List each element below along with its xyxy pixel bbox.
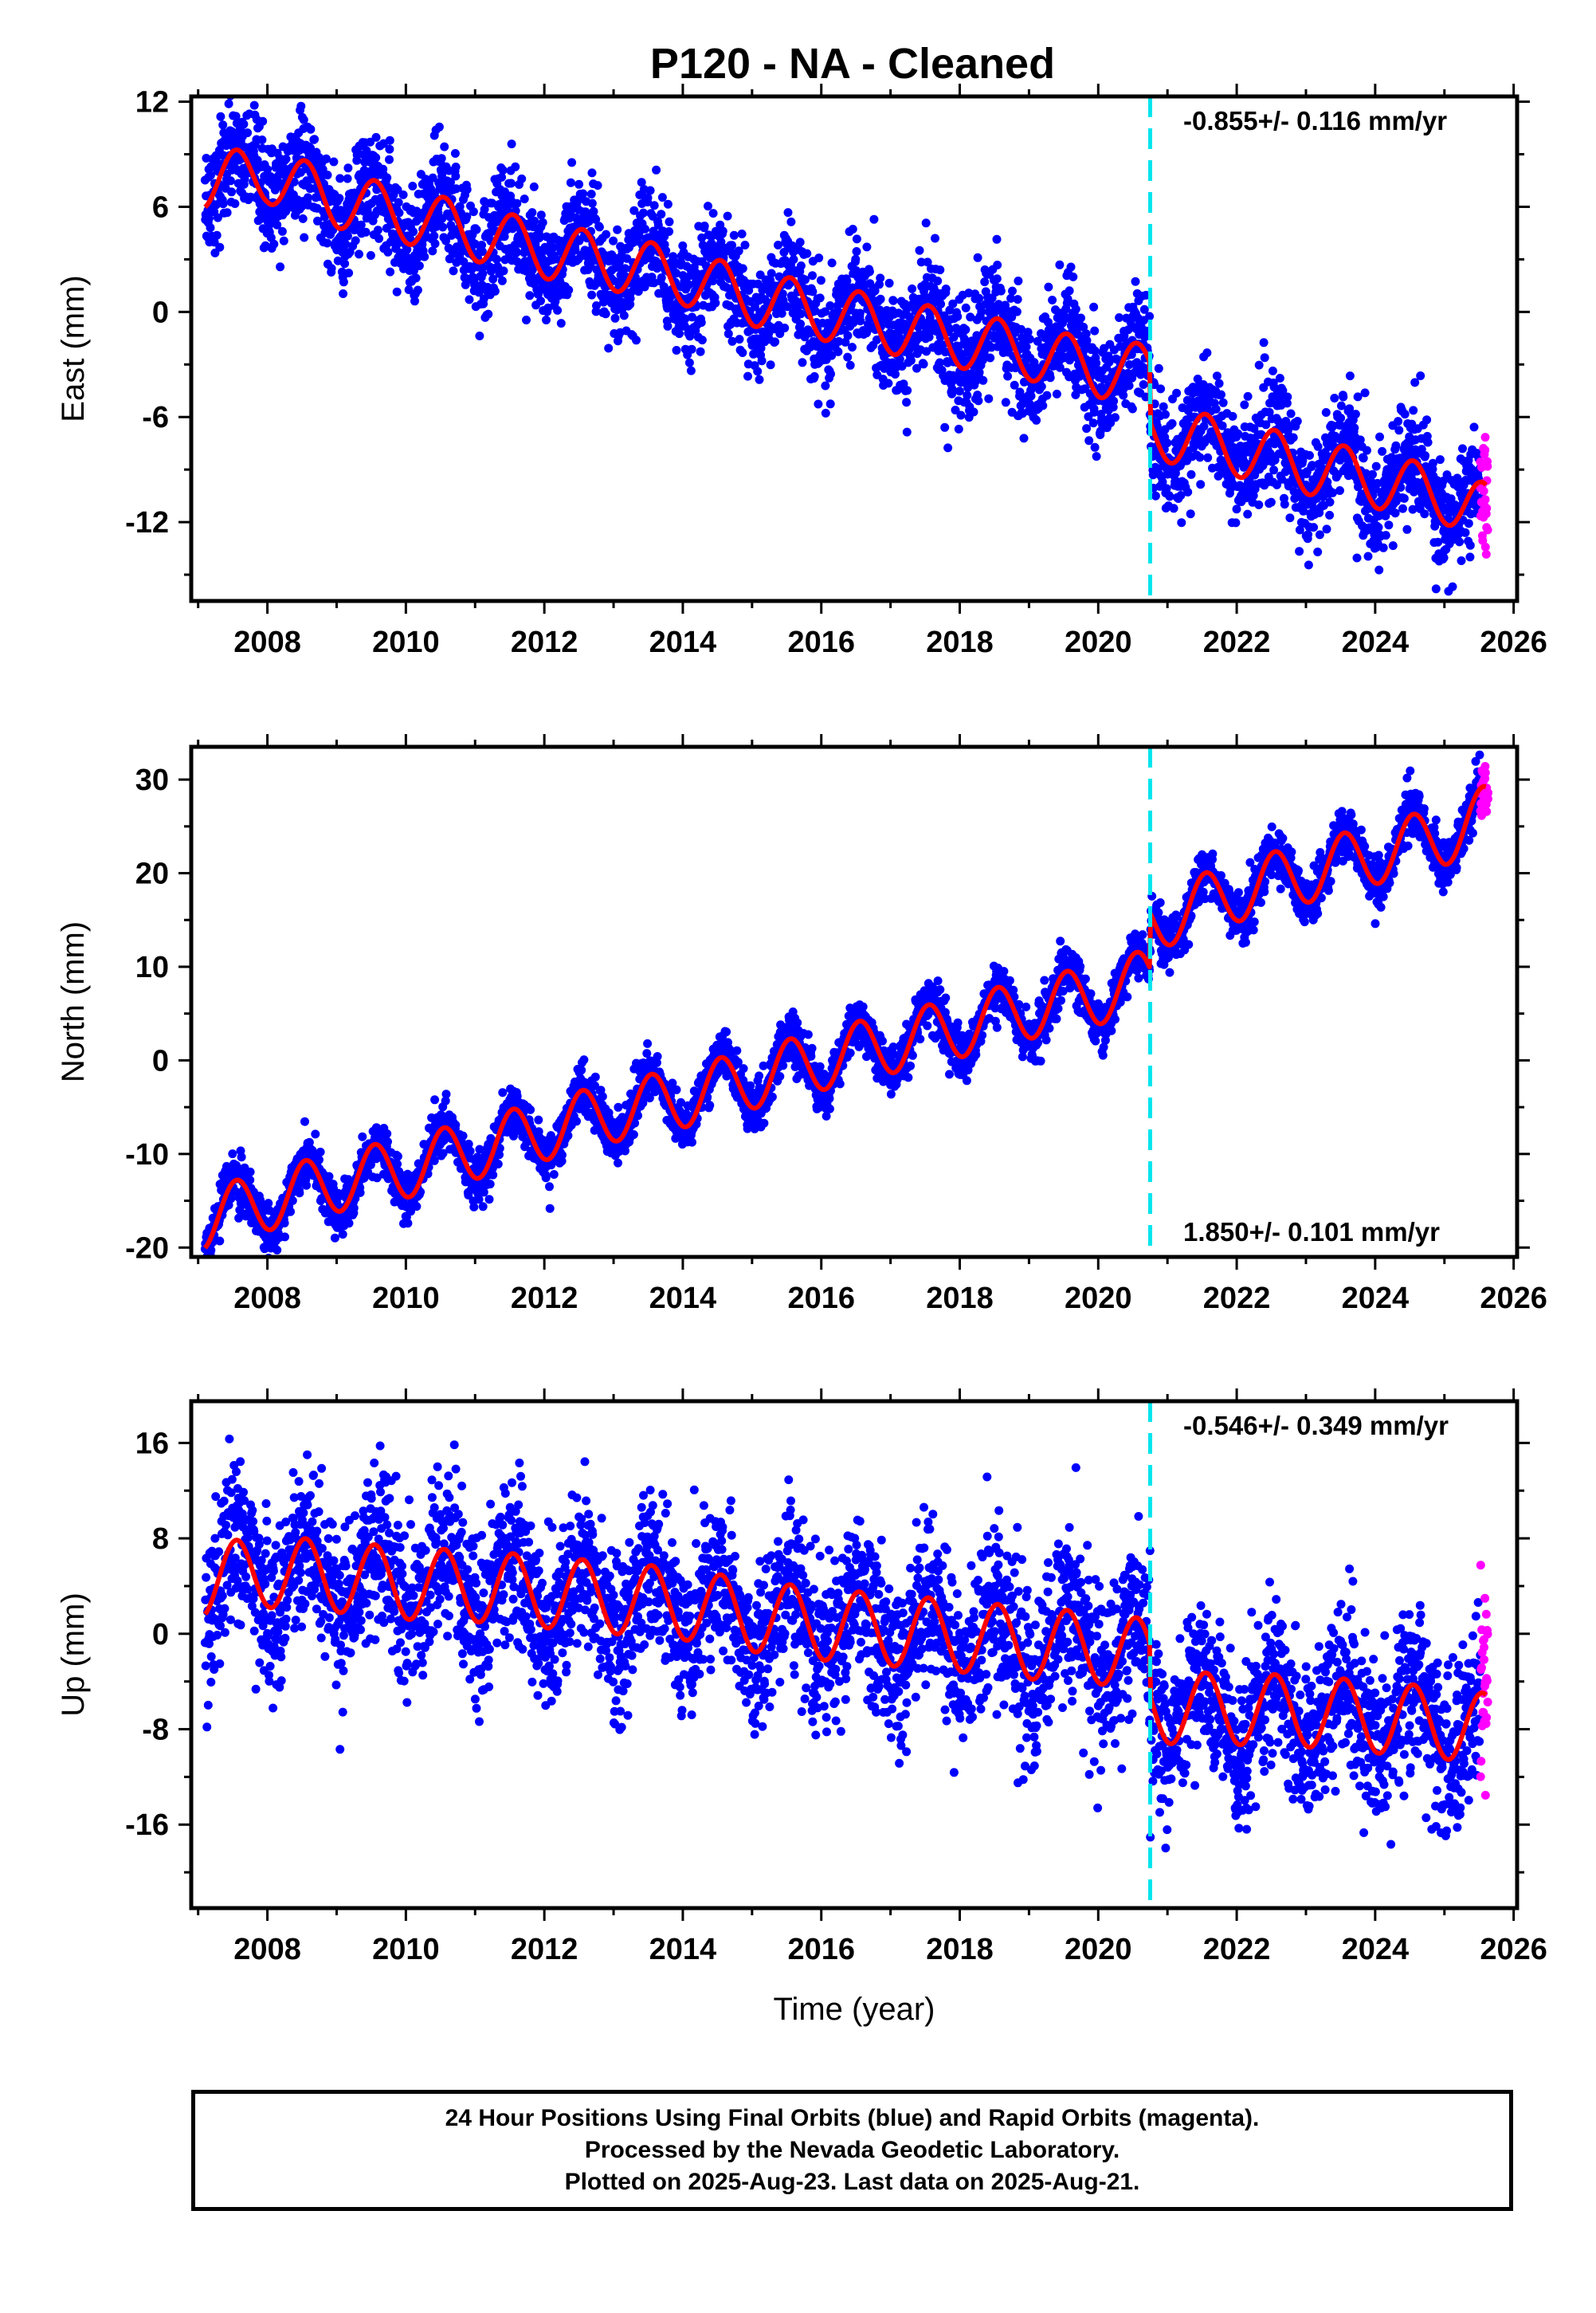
model-curve	[202, 1536, 1488, 1762]
y-tick-label: 30	[135, 764, 169, 797]
y-tick-label: 0	[152, 1044, 169, 1078]
y-axis-title: East (mm)	[56, 275, 91, 422]
plot-area	[200, 750, 1492, 1257]
plot-area	[200, 96, 1492, 596]
x-tick-label: 2020	[1065, 1933, 1132, 1966]
y-axis-title: North (mm)	[56, 921, 91, 1082]
x-tick-label: 2018	[926, 626, 994, 659]
y-tick-label: 8	[152, 1522, 169, 1556]
y-tick-label: -20	[125, 1231, 169, 1265]
y-tick-label: 0	[152, 1618, 169, 1651]
x-tick-label: 2018	[926, 1282, 994, 1315]
footer-line-1: 24 Hour Positions Using Final Orbits (bl…	[445, 2105, 1260, 2131]
up-panel: 2008 2010 2012 2014 2016 2018 2020 2022 2024 2026…	[56, 1388, 1547, 2027]
x-tick-label: 2016	[787, 1933, 855, 1966]
y-tick-label: 6	[152, 190, 169, 224]
plot-frame	[189, 1399, 1520, 1910]
east-panel: 2008 2010 2012 2014 2016 2018 2020 2022 2024 2026…	[56, 84, 1547, 659]
x-tick-label: 2016	[787, 1282, 855, 1315]
north-panel: 2008 2010 2012 2014 2016 2018 2020 2022 2024 2026…	[56, 734, 1547, 1315]
x-tick-label: 2018	[926, 1933, 994, 1966]
x-tick-label: 2010	[372, 1282, 440, 1315]
x-tick-label: 2026	[1480, 1282, 1547, 1315]
y-tick-label: -6	[142, 401, 169, 434]
y-axis-title: Up (mm)	[56, 1592, 91, 1717]
x-tick-label: 2014	[649, 1933, 717, 1966]
rate-label: 1.850+/- 0.101 mm/yr	[1183, 1217, 1440, 1247]
x-tick-label: 2026	[1480, 1933, 1547, 1966]
y-tick-label: 16	[135, 1427, 169, 1460]
footer-box: 24 Hour Positions Using Final Orbits (bl…	[191, 2090, 1513, 2211]
footer-line-2: Processed by the Nevada Geodetic Laborat…	[584, 2137, 1120, 2163]
x-tick-label: 2014	[649, 1282, 717, 1315]
rapid-orbit-points	[1476, 762, 1492, 820]
plot-frame	[189, 94, 1520, 603]
final-orbit-points	[200, 96, 1485, 596]
x-tick-label: 2008	[233, 1933, 301, 1966]
x-tick-label: 2016	[787, 626, 855, 659]
y-tick-label: 20	[135, 858, 169, 891]
model-curve	[202, 783, 1488, 1250]
x-tick-label: 2010	[372, 626, 440, 659]
x-tick-label: 2012	[511, 1933, 578, 1966]
x-tick-label: 2008	[233, 626, 301, 659]
rate-label: -0.855+/- 0.116 mm/yr	[1183, 106, 1447, 135]
final-orbit-points	[200, 1434, 1485, 1853]
x-tick-label: 2012	[511, 626, 578, 659]
model-curve	[203, 147, 1488, 528]
x-tick-label: 2026	[1480, 626, 1547, 659]
x-tick-label: 2024	[1342, 626, 1410, 659]
x-tick-label: 2014	[649, 626, 717, 659]
footer-line-3: Plotted on 2025-Aug-23. Last data on 202…	[564, 2169, 1140, 2195]
x-tick-label: 2020	[1065, 626, 1132, 659]
x-tick-label: 2020	[1065, 1282, 1132, 1315]
y-tick-label: 12	[135, 86, 169, 120]
x-tick-label: 2022	[1203, 1933, 1271, 1966]
plot-area	[200, 1434, 1492, 1853]
x-tick-label: 2010	[372, 1933, 440, 1966]
plot-frame	[189, 744, 1520, 1259]
y-tick-label: 0	[152, 296, 169, 329]
main-title: P120 - NA - Cleaned	[650, 40, 1055, 88]
x-tick-label: 2024	[1342, 1933, 1410, 1966]
x-tick-label: 2024	[1342, 1282, 1410, 1315]
y-tick-label: -16	[125, 1808, 169, 1842]
y-tick-label: 10	[135, 951, 169, 984]
x-tick-label: 2022	[1203, 626, 1271, 659]
x-tick-label: 2012	[511, 1282, 578, 1315]
y-tick-label: -12	[125, 506, 169, 540]
y-tick-label: -10	[125, 1138, 169, 1172]
x-axis-title: Time (year)	[774, 1992, 935, 2027]
x-tick-label: 2008	[233, 1282, 301, 1315]
x-tick-label: 2022	[1203, 1282, 1271, 1315]
y-tick-label: -8	[142, 1714, 169, 1747]
rate-label: -0.546+/- 0.349 mm/yr	[1183, 1411, 1449, 1440]
rapid-orbit-points	[1476, 1561, 1492, 1800]
